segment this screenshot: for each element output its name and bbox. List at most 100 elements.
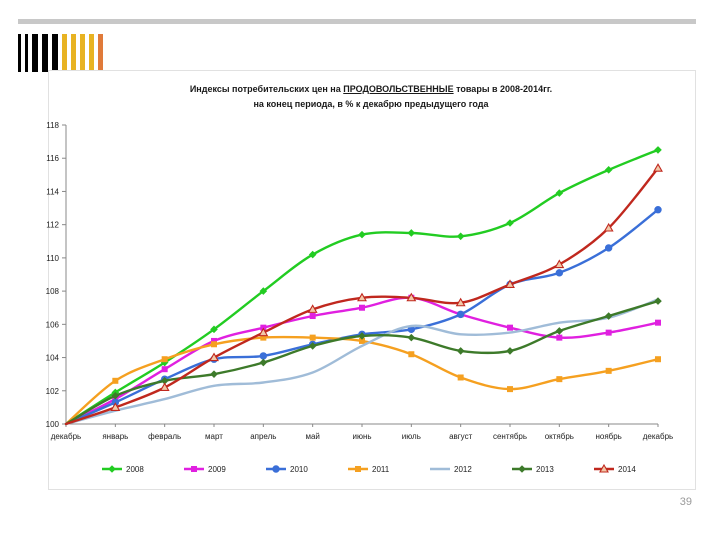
data-point-2014 xyxy=(406,292,417,302)
decorative-bar xyxy=(62,34,67,72)
data-point-2011 xyxy=(260,334,267,341)
data-point-2010 xyxy=(654,206,662,214)
data-point-2010 xyxy=(259,352,268,360)
data-point-2014 xyxy=(603,222,614,232)
data-point-2011 xyxy=(408,351,415,358)
x-tick-label: ноябрь xyxy=(595,432,621,441)
data-point-2014 xyxy=(307,304,318,313)
data-point-2011 xyxy=(605,367,612,374)
data-point-2011 xyxy=(556,376,563,383)
legend-label-2012: 2012 xyxy=(454,465,472,474)
data-point-2013 xyxy=(407,333,416,342)
data-point-2013 xyxy=(654,297,662,305)
data-point-2014 xyxy=(455,297,466,307)
decorative-bar xyxy=(18,34,21,72)
data-point-2009 xyxy=(309,313,316,320)
data-point-2008 xyxy=(604,166,613,174)
x-tick-label: июнь xyxy=(352,432,371,441)
x-tick-label: июль xyxy=(402,432,421,441)
data-point-2010 xyxy=(456,310,465,319)
legend-marker-2011 xyxy=(355,466,361,472)
top-rule xyxy=(18,19,696,24)
data-point-2013 xyxy=(111,391,120,400)
data-point-2011 xyxy=(359,337,365,344)
data-point-2013 xyxy=(456,347,465,355)
series-line-2011 xyxy=(64,335,660,426)
data-point-2008 xyxy=(654,146,662,154)
series-line-2012 xyxy=(64,298,660,426)
legend-marker-2009 xyxy=(191,466,197,472)
data-point-2013 xyxy=(506,347,514,355)
data-point-2009 xyxy=(211,337,217,344)
data-point-2013 xyxy=(308,342,317,350)
data-point-2008 xyxy=(555,189,564,197)
data-point-2009 xyxy=(359,304,365,311)
legend-marker-2010 xyxy=(272,465,280,473)
x-tick-label: август xyxy=(449,432,473,441)
series-line-2009 xyxy=(64,296,660,426)
data-point-2013 xyxy=(555,327,564,335)
data-point-2014 xyxy=(159,382,170,392)
decorative-bar xyxy=(52,34,58,72)
data-point-2014 xyxy=(554,259,565,269)
legend-label-2011: 2011 xyxy=(372,465,390,474)
data-point-2009 xyxy=(556,334,563,341)
legend-label-2014: 2014 xyxy=(618,465,636,474)
decorative-bar xyxy=(71,34,76,72)
chart-panel xyxy=(48,70,696,490)
data-point-2013 xyxy=(358,332,366,340)
data-point-2008 xyxy=(259,287,268,295)
data-point-2014 xyxy=(357,292,367,302)
data-point-2008 xyxy=(407,229,416,237)
data-point-2010 xyxy=(555,269,564,277)
x-tick-label: февраль xyxy=(148,432,181,441)
legend-marker-2014 xyxy=(599,463,609,473)
legend-label-2009: 2009 xyxy=(208,465,226,474)
data-point-2014 xyxy=(110,402,121,411)
data-point-2011 xyxy=(112,377,119,384)
page-number: 39 xyxy=(679,496,692,508)
data-point-2009 xyxy=(161,366,168,373)
data-point-2011 xyxy=(457,374,464,381)
data-point-2009 xyxy=(507,324,513,331)
data-point-2013 xyxy=(210,370,218,378)
y-tick-label: 114 xyxy=(46,187,59,196)
data-point-2014 xyxy=(258,327,269,337)
data-point-2011 xyxy=(507,386,513,393)
decorative-bar xyxy=(98,34,103,72)
x-tick-label: сентябрь xyxy=(493,432,527,441)
y-tick-label: 102 xyxy=(46,387,60,396)
y-tick-label: 106 xyxy=(46,320,60,329)
data-point-2014 xyxy=(209,352,219,362)
data-point-2011 xyxy=(655,356,661,363)
data-point-2011 xyxy=(211,341,217,348)
data-point-2013 xyxy=(604,312,613,320)
y-tick-label: 110 xyxy=(46,254,59,263)
x-tick-label: май xyxy=(305,432,319,441)
legend-marker-2008 xyxy=(108,465,116,473)
data-point-2008 xyxy=(308,250,317,259)
chart-subtitle: на конец периода, в % к декабрю предыдущ… xyxy=(253,99,489,109)
x-tick-label: октябрь xyxy=(545,432,574,441)
decorative-bar xyxy=(80,34,85,72)
y-tick-label: 108 xyxy=(46,287,60,296)
data-point-2013 xyxy=(160,377,169,385)
chart-title-highlight: ПРОДОВОЛЬСТВЕННЫЕ xyxy=(343,84,454,94)
data-point-2011 xyxy=(161,356,168,363)
data-point-2013 xyxy=(259,358,268,367)
legend-label-2010: 2010 xyxy=(290,465,308,474)
data-point-2011 xyxy=(309,334,316,341)
data-point-2008 xyxy=(456,232,465,241)
x-tick-label: декабрь xyxy=(51,432,81,441)
chart-title: Индексы потребительских цен на ПРОДОВОЛЬ… xyxy=(48,84,694,94)
legend-label-2013: 2013 xyxy=(536,465,554,474)
data-point-2014 xyxy=(653,163,663,172)
y-tick-label: 118 xyxy=(46,121,59,130)
x-tick-label: апрель xyxy=(250,432,276,441)
x-tick-label: январь xyxy=(102,432,128,441)
data-point-2008 xyxy=(358,230,366,239)
decorative-bar xyxy=(25,34,28,72)
y-tick-label: 104 xyxy=(46,354,60,363)
data-point-2009 xyxy=(605,329,612,336)
